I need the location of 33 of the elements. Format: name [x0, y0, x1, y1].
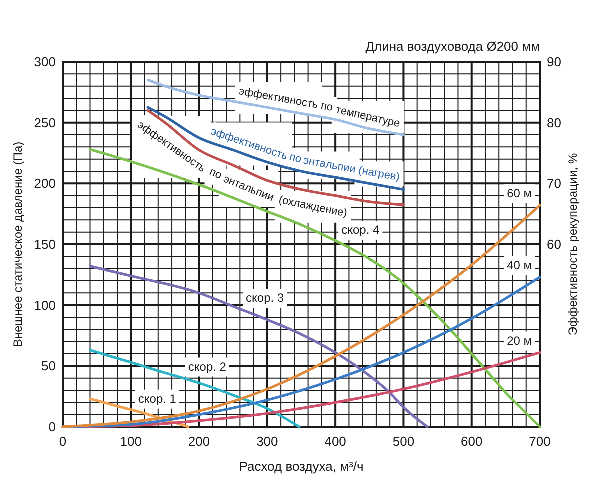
y2-tick-label: 60: [547, 237, 562, 252]
x-tick-label: 100: [120, 434, 142, 449]
x-axis-title: Расход воздуха, м³/ч: [239, 459, 364, 474]
x-tick-label: 400: [324, 434, 346, 449]
y2-tick-label: 90: [547, 54, 562, 70]
series-label: скор. 3: [246, 290, 284, 305]
y-tick-label: 200: [34, 176, 56, 192]
series-label: 20 м: [507, 334, 532, 348]
y-tick-label: 50: [42, 358, 56, 374]
series-label: скор. 4: [342, 222, 380, 237]
line-series: [88, 349, 301, 428]
y-tick-label: 0: [48, 420, 56, 434]
line-series: [88, 265, 429, 428]
y-tick-label: 300: [34, 54, 56, 70]
y2-axis-title: Эффективность рекуперации, %: [566, 153, 580, 336]
series-label: 60 м: [507, 186, 532, 201]
y-tick-label: 100: [34, 298, 56, 313]
y-axis-title: Внешнее статическое давление (Па): [11, 142, 25, 348]
y2-tick-label: 70: [547, 176, 562, 192]
series-label: скор. 1: [138, 392, 177, 406]
x-tick-label: 200: [188, 434, 210, 449]
y2-tick-label: 80: [547, 115, 562, 130]
line-series: [62, 276, 542, 428]
x-tick-label: 300: [256, 434, 278, 449]
series-label: скор. 2: [188, 360, 227, 374]
series-label: 40 м: [507, 258, 532, 272]
y-tick-label: 150: [34, 237, 56, 252]
y-tick-label: 250: [34, 115, 56, 130]
x-tick-label: 700: [529, 434, 551, 449]
x-tick-label: 0: [59, 434, 67, 449]
x-tick-label: 600: [461, 434, 483, 449]
x-tick-label: 500: [392, 434, 415, 449]
chart-subtitle: Длина воздуховода Ø200 мм: [366, 39, 540, 54]
